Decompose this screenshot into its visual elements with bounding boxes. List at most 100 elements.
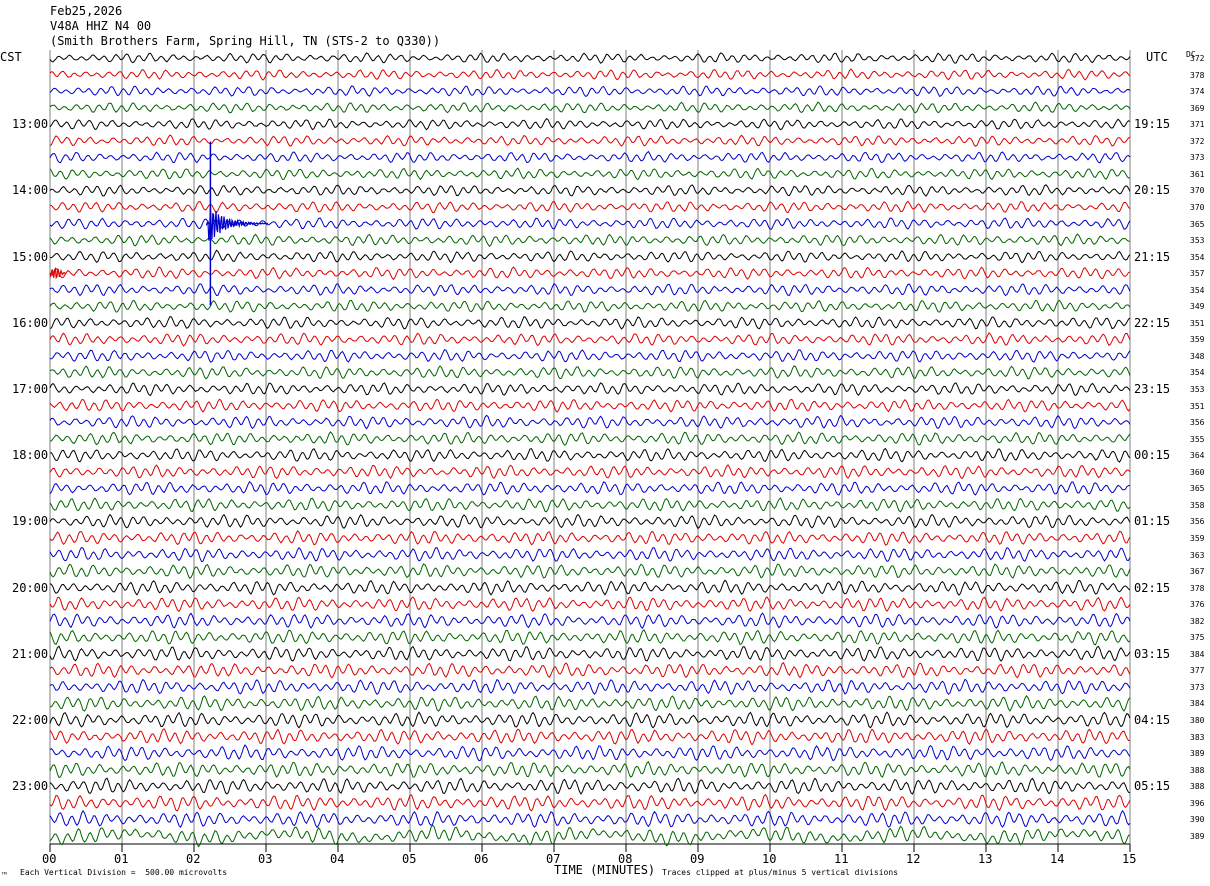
- dc-value-label: 357: [1190, 269, 1205, 279]
- dc-value-label: 383: [1190, 732, 1205, 742]
- dc-value-label: 388: [1190, 782, 1205, 792]
- trace-line: [49, 414, 1131, 430]
- x-tick-label: 08: [618, 852, 633, 866]
- trace-line: [49, 761, 1131, 779]
- x-tick-label: 12: [906, 852, 921, 866]
- x-tick-label: 01: [114, 852, 129, 866]
- dc-value-label: 356: [1190, 517, 1205, 527]
- dc-value-label: 384: [1190, 649, 1205, 659]
- x-tick-label: 13: [978, 852, 993, 866]
- corner-mark: ™: [2, 871, 7, 880]
- dc-value-label: 361: [1190, 169, 1205, 179]
- right-hour-label: 19:15: [1134, 117, 1171, 132]
- right-hour-label: 20:15: [1134, 183, 1171, 198]
- dc-header-label: DC: [1186, 50, 1196, 59]
- dc-value-label: 358: [1190, 500, 1205, 510]
- trace-line: [49, 809, 1131, 828]
- left-hour-label: 17:00: [12, 382, 49, 396]
- dc-value-label: 355: [1190, 434, 1205, 444]
- trace-line: [49, 662, 1131, 679]
- trace-line: [49, 777, 1131, 795]
- trace-line: [49, 546, 1131, 563]
- right-timezone-label: UTC: [1146, 50, 1168, 64]
- right-hour-label: 02:15: [1134, 580, 1171, 595]
- left-hour-label: 18:00: [12, 448, 49, 463]
- trace-line: [49, 398, 1131, 413]
- scale-note: Each Vertical Division = 500.00 microvol…: [20, 868, 228, 877]
- trace-line: [49, 824, 1131, 848]
- header-location: (Smith Brothers Farm, Spring Hill, TN (S…: [50, 34, 441, 48]
- x-tick-label: 07: [546, 852, 561, 866]
- dc-value-label: 378: [1190, 70, 1205, 80]
- dc-value-label: 370: [1190, 186, 1205, 196]
- event-waveform: [205, 204, 269, 241]
- trace-line: [49, 315, 1131, 330]
- dc-value-label: 380: [1190, 716, 1205, 725]
- dc-value-label: 389: [1190, 831, 1205, 841]
- trace-line: [49, 431, 1131, 446]
- dc-value-label: 372: [1190, 136, 1205, 146]
- left-hour-label: 16:00: [12, 315, 49, 330]
- dc-value-label: 396: [1190, 798, 1205, 808]
- trace-line: [49, 497, 1131, 513]
- x-tick-label: 05: [402, 852, 417, 866]
- x-tick-label: 09: [690, 852, 705, 866]
- dc-value-label: 353: [1190, 385, 1205, 394]
- dc-value-label: 371: [1190, 120, 1205, 130]
- trace-line: [49, 447, 1131, 463]
- dc-value-label: 354: [1190, 252, 1205, 262]
- trace-line: [49, 694, 1131, 712]
- dc-value-label: 369: [1190, 103, 1205, 113]
- trace-line: [49, 184, 1131, 197]
- trace-line: [49, 464, 1131, 480]
- trace-line: [49, 530, 1131, 546]
- dc-value-label: 363: [1190, 550, 1205, 560]
- left-hour-label: 14:00: [12, 183, 49, 198]
- dc-value-label: 389: [1190, 749, 1205, 759]
- trace-line: [49, 612, 1131, 629]
- trace-line: [49, 134, 1131, 147]
- clip-note: Traces clipped at plus/minus 5 vertical …: [662, 868, 899, 877]
- dc-value-label: 378: [1190, 583, 1205, 593]
- trace-line: [49, 629, 1131, 646]
- trace-line: [49, 481, 1131, 496]
- dc-value-label: 373: [1190, 682, 1205, 692]
- trace-line: [49, 266, 1131, 281]
- trace-line: [49, 645, 1131, 662]
- trace-line: [49, 200, 1131, 214]
- x-tick-label: 03: [258, 852, 273, 866]
- left-hour-label: 19:00: [12, 514, 49, 529]
- x-tick-label: 02: [186, 852, 201, 866]
- dc-value-label: 353: [1190, 236, 1205, 246]
- dc-value-label: 374: [1190, 87, 1205, 97]
- dc-value-label: 384: [1190, 699, 1205, 709]
- left-timezone-label: CST: [0, 50, 22, 64]
- header-date: Feb25,2026: [50, 4, 123, 18]
- dc-value-label: 376: [1190, 600, 1205, 610]
- trace-line: [49, 579, 1131, 596]
- trace-line: [49, 513, 1131, 530]
- dc-value-label: 382: [1190, 616, 1205, 626]
- x-tick-label: 14: [1050, 852, 1065, 866]
- trace-line: [49, 233, 1131, 248]
- right-hour-label: 22:15: [1134, 315, 1171, 330]
- x-axis-label: TIME (MINUTES): [554, 863, 656, 877]
- x-tick-label: 11: [834, 852, 849, 866]
- seismic-traces: [49, 52, 1131, 848]
- dc-value-label: 365: [1190, 219, 1205, 229]
- x-tick-label: 15: [1122, 852, 1137, 866]
- right-hour-label: 01:15: [1134, 514, 1171, 529]
- right-hour-label: 00:15: [1134, 448, 1171, 463]
- left-hour-label: 22:00: [12, 713, 49, 727]
- dc-value-label: 372: [1190, 54, 1205, 63]
- dc-value-label: 367: [1190, 567, 1205, 577]
- trace-line: [49, 249, 1131, 264]
- dc-value-label: 373: [1190, 153, 1205, 163]
- dc-value-label: 365: [1190, 484, 1205, 494]
- trace-line: [49, 678, 1131, 696]
- dc-value-label: 356: [1190, 418, 1205, 428]
- x-tick-label: 00: [42, 852, 57, 866]
- dc-value-label: 351: [1190, 401, 1205, 411]
- right-hour-label: 03:15: [1134, 646, 1171, 661]
